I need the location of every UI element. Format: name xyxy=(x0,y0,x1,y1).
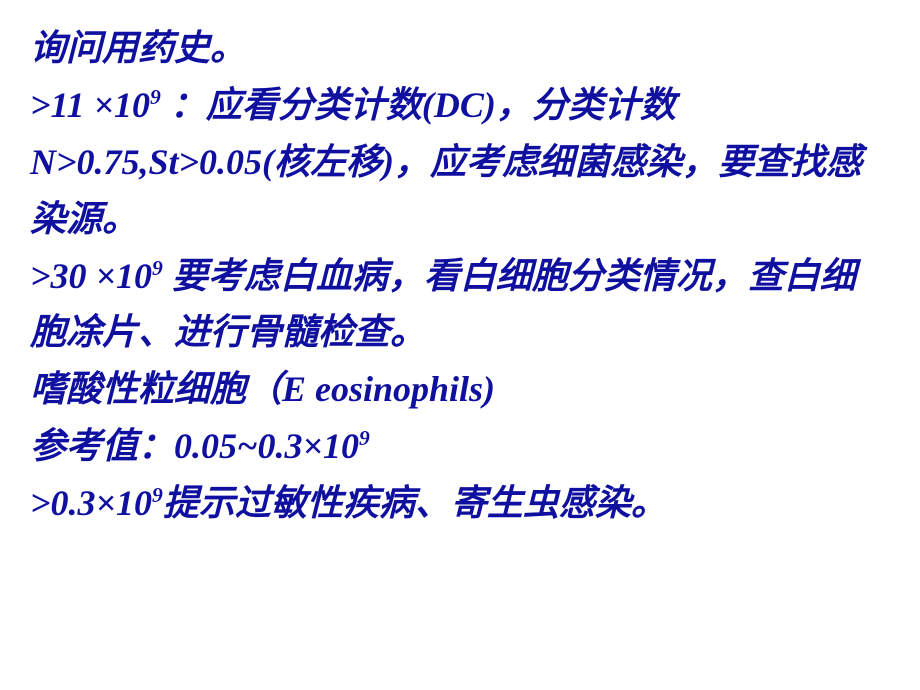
document-content: 询问用药史。 >11 ×109 ：应看分类计数(DC)，分类计数N>0.75,S… xyxy=(30,20,890,532)
text-line-1: 询问用药史。 xyxy=(30,28,246,68)
sup-1: 9 xyxy=(150,85,161,109)
text-line-6-part2: 提示过敏性疾病、寄生虫感染。 xyxy=(163,483,667,523)
text-line-5-part1: 参考值：0.05~0.3×10 xyxy=(30,426,359,466)
text-line-3-part1: >30 ×10 xyxy=(30,256,152,296)
text-line-4: 嗜酸性粒细胞（E eosinophils) xyxy=(30,369,495,409)
text-line-6-part1: >0.3×10 xyxy=(30,483,152,523)
sup-2: 9 xyxy=(152,256,163,280)
sup-3: 9 xyxy=(359,426,370,450)
sup-4: 9 xyxy=(152,483,163,507)
text-line-2-part1: >11 ×10 xyxy=(30,85,150,125)
